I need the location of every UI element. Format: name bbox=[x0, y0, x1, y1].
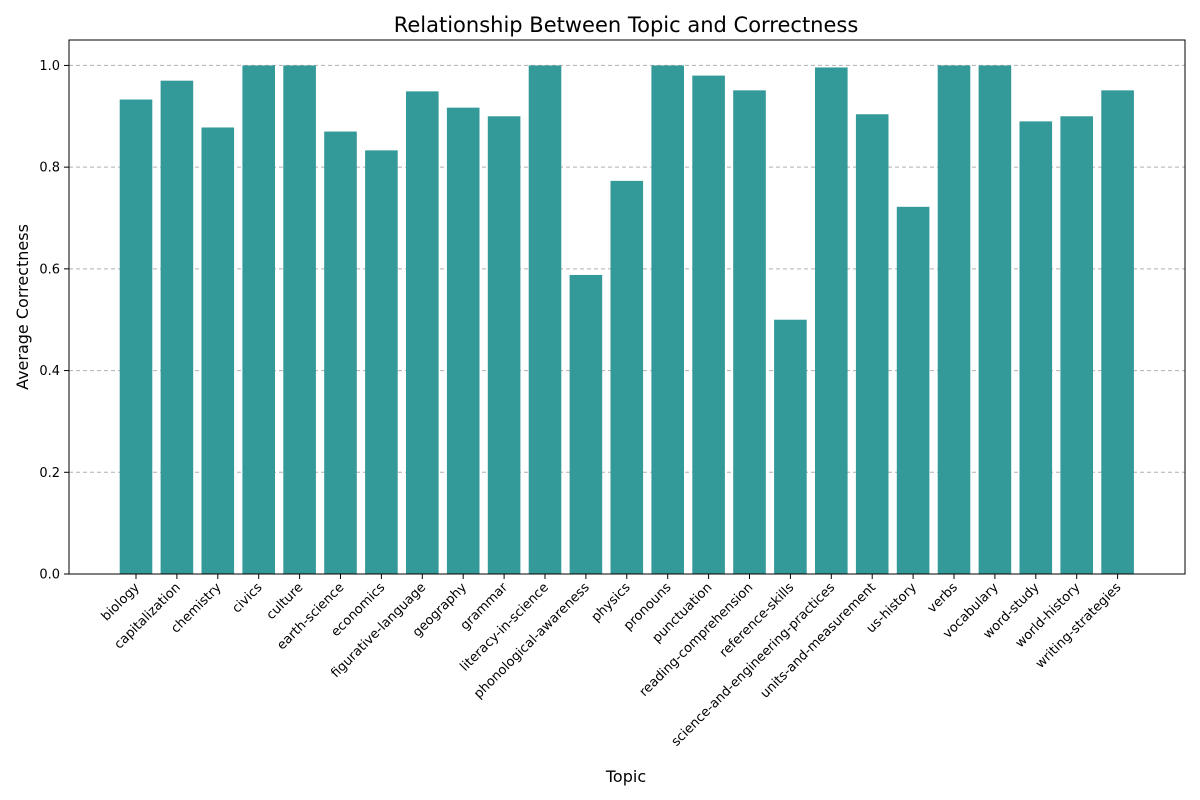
bar-chemistry bbox=[201, 127, 235, 574]
bar-reference-skills bbox=[774, 319, 807, 574]
x-tick-label-reference-skills: reference-skills bbox=[717, 580, 798, 661]
bar-us-history bbox=[896, 206, 930, 574]
bar-vocabulary bbox=[978, 65, 1012, 574]
bar-word-study bbox=[1019, 121, 1053, 574]
bar-pronouns bbox=[651, 65, 684, 574]
bar-phonological-awareness bbox=[569, 274, 603, 574]
bar-units-and-measurement bbox=[855, 114, 889, 574]
chart-title: Relationship Between Topic and Correctne… bbox=[394, 13, 859, 37]
y-tick-label: 0.0 bbox=[39, 568, 60, 583]
y-tick-label: 1.0 bbox=[39, 59, 60, 74]
bar-physics bbox=[610, 180, 644, 575]
x-tick-label-verbs: verbs bbox=[925, 580, 961, 616]
y-tick-label: 0.8 bbox=[39, 161, 60, 176]
bar-verbs bbox=[937, 65, 971, 574]
bar-biology bbox=[119, 99, 153, 574]
bar-literacy-in-science bbox=[528, 65, 562, 574]
x-axis-label: Topic bbox=[605, 767, 646, 786]
bar-grammar bbox=[487, 116, 521, 575]
bars bbox=[119, 65, 1134, 575]
bar-economics bbox=[365, 150, 398, 575]
x-tick-label-civics: civics bbox=[229, 580, 265, 616]
bar-science-and-engineering-practices bbox=[815, 67, 848, 574]
bar-civics bbox=[242, 65, 275, 574]
y-axis-ticks: 0.0 0.2 0.4 0.6 0.8 1.0 bbox=[39, 59, 69, 583]
bar-punctuation bbox=[692, 75, 725, 574]
bar-figurative-language bbox=[406, 91, 439, 574]
bar-culture bbox=[283, 65, 316, 574]
bar-earth-science bbox=[324, 131, 357, 575]
bar-geography bbox=[446, 107, 480, 574]
y-tick-label: 0.6 bbox=[39, 262, 60, 277]
bar-capitalization bbox=[160, 80, 194, 574]
y-tick-label: 0.4 bbox=[39, 364, 60, 379]
y-axis-label: Average Correctness bbox=[13, 224, 32, 390]
bar-world-history bbox=[1060, 116, 1093, 575]
y-tick-label: 0.2 bbox=[39, 466, 60, 481]
bar-reading-comprehension bbox=[733, 90, 766, 574]
bar-writing-strategies bbox=[1101, 90, 1134, 574]
